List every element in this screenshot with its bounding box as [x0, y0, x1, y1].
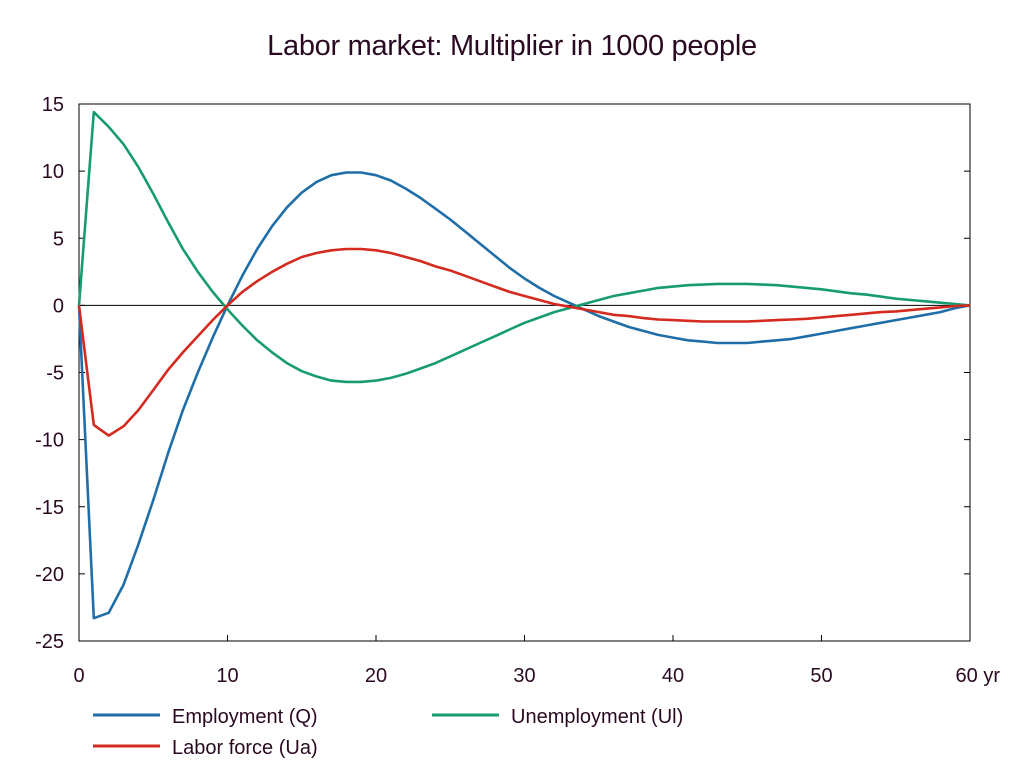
y-tick-label: -25	[35, 631, 64, 653]
plot-frame	[78, 103, 971, 642]
y-tick-label: 0	[53, 295, 64, 317]
y-tick-label: -20	[35, 564, 64, 586]
y-tick-label: 15	[42, 94, 64, 116]
x-tick-label: 10	[216, 665, 238, 687]
series-line-employment-q	[77, 171, 971, 620]
y-tick-label: -10	[35, 430, 64, 452]
y-tick-label: 5	[53, 228, 64, 250]
x-tick-label: 60 yr	[956, 665, 1001, 687]
x-tick-label: 50	[810, 665, 832, 687]
legend-label-unemployment-ul: Unemployment (Ul)	[511, 706, 683, 728]
y-tick-label: 10	[42, 161, 64, 183]
x-tick-label: 30	[513, 665, 535, 687]
series-line-labor-force-ua	[77, 247, 971, 437]
y-tick-label: -15	[35, 497, 64, 519]
chart-title: Labor market: Multiplier in 1000 people	[267, 30, 757, 62]
series-layer	[77, 110, 971, 620]
x-tick-label: 20	[365, 665, 387, 687]
legend-label-employment-q: Employment (Q)	[172, 706, 318, 728]
x-tick-label: 0	[73, 665, 84, 687]
legend-layer: Employment (Q) Unemployment (Ul) Labor for…	[93, 706, 683, 759]
y-tick-label: -5	[46, 363, 64, 385]
x-tick-label: 40	[662, 665, 684, 687]
legend-label-labor-force-ua: Labor force (Ua)	[172, 737, 318, 759]
series-line-unemployment-ul	[77, 110, 971, 384]
